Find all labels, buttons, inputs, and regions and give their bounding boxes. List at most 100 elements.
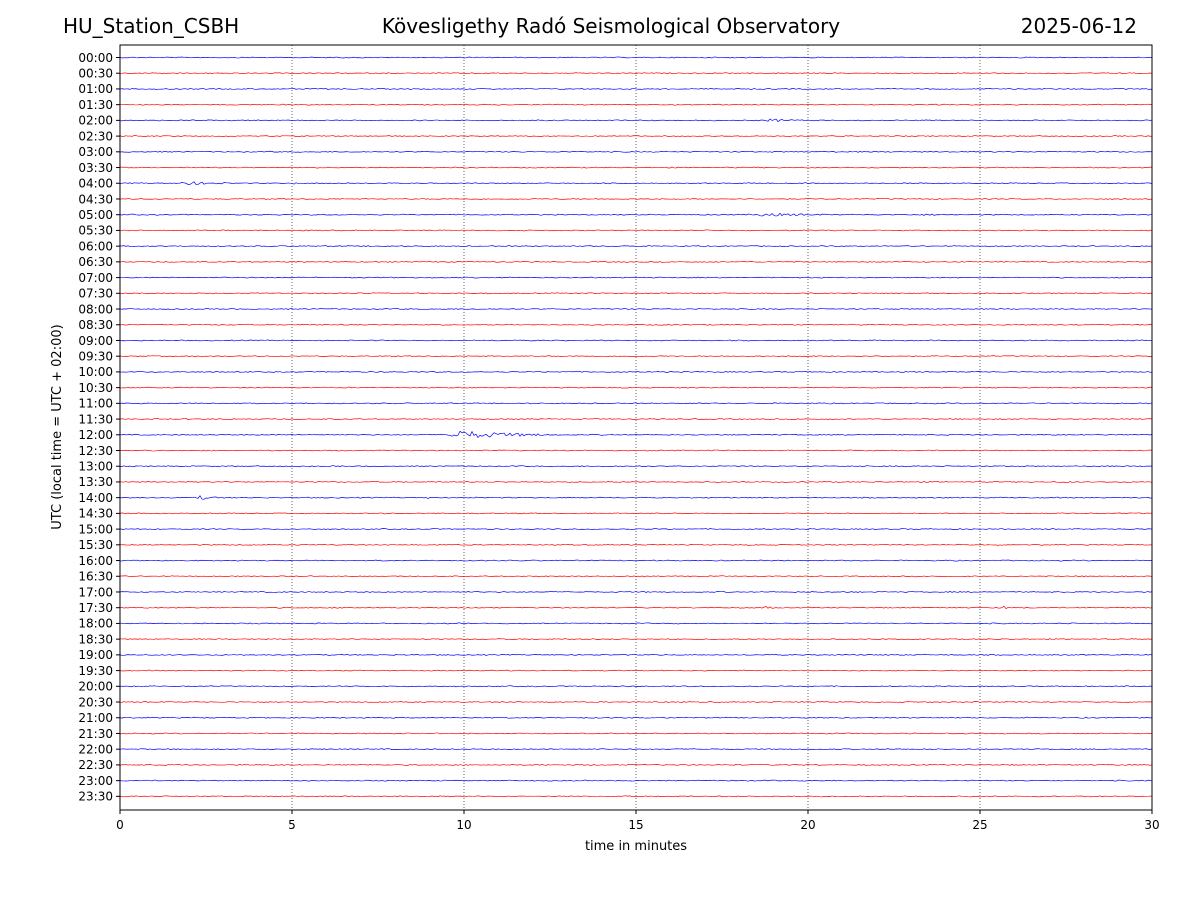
trace-0300 [119,150,1153,153]
y-tick-label: 00:00 [78,51,113,65]
y-tick-label: 13:30 [78,475,113,489]
y-tick-label: 22:30 [78,758,113,772]
trace-1630 [119,575,1153,578]
y-tick-label: 09:00 [78,334,113,348]
y-tick-label: 06:00 [78,239,113,253]
trace-1330 [119,481,1153,483]
y-tick-label: 10:00 [78,365,113,379]
trace-0000 [119,56,1153,59]
y-tick-label: 23:00 [78,774,113,788]
y-tick-label: 15:00 [78,522,113,536]
trace-2100 [119,716,1153,719]
y-tick-label: 00:30 [78,67,113,81]
y-tick-label: 05:30 [78,224,113,238]
grid-lines [291,45,981,810]
trace-1100 [119,402,1153,405]
trace-0030 [119,72,1153,75]
trace-2300 [119,779,1153,782]
y-tick-label: 17:30 [78,601,113,615]
y-tick-label: 16:00 [78,554,113,568]
trace-1130 [119,418,1153,420]
y-tick-label: 14:00 [78,491,113,505]
y-tick-label: 07:30 [78,287,113,301]
y-tick-label: 04:00 [78,177,113,191]
trace-1700 [119,591,1153,593]
trace-0700 [119,276,1153,279]
y-tick-label: 05:00 [78,208,113,222]
trace-0730 [119,292,1153,295]
trace-1030 [119,386,1153,389]
y-tick-label: 06:30 [78,255,113,269]
y-tick-label: 11:00 [78,397,113,411]
y-tick-label: 01:00 [78,82,113,96]
trace-1230 [119,449,1153,452]
trace-2000 [119,685,1153,688]
y-tick-label: 02:00 [78,114,113,128]
x-tick-label: 10 [456,818,471,832]
y-tick-label: 01:30 [78,98,113,112]
y-tick-label: 19:30 [78,664,113,678]
y-tick-label: 22:00 [78,742,113,756]
y-tick-label: 21:30 [78,727,113,741]
x-tick-label: 5 [288,818,296,832]
trace-1000 [119,370,1153,373]
trace-2130 [119,732,1153,735]
trace-2200 [119,748,1153,751]
y-tick-label: 09:30 [78,349,113,363]
trace-0830 [119,323,1153,326]
y-tick-label: 14:30 [78,507,113,521]
y-tick-label: 12:30 [78,444,113,458]
trace-1900 [119,653,1153,656]
y-tick-label: 10:30 [78,381,113,395]
y-tick-label: 23:30 [78,790,113,804]
trace-1930 [119,669,1153,672]
trace-0130 [119,103,1153,106]
trace-1300 [119,465,1153,468]
x-tick-label: 15 [628,818,643,832]
trace-1500 [119,528,1153,531]
chart-title: Kövesligethy Radó Seismological Observat… [381,14,841,38]
trace-2230 [119,763,1153,766]
y-tick-label: 19:00 [78,648,113,662]
y-tick-label: 08:30 [78,318,113,332]
x-tick-label: 30 [1144,818,1159,832]
y-tick-label: 20:30 [78,695,113,709]
y-tick-label: 17:00 [78,585,113,599]
station-name: HU_Station_CSBH [63,14,240,38]
trace-0500 [119,212,1153,217]
trace-2330 [119,795,1153,798]
y-tick-label: 08:00 [78,302,113,316]
y-tick-label: 21:00 [78,711,113,725]
trace-0530 [119,229,1153,232]
trace-1730 [119,605,1153,610]
trace-1800 [119,622,1153,625]
x-tick-label: 20 [800,818,815,832]
seismic-traces [119,56,1153,798]
trace-0600 [119,245,1153,248]
x-axis-label: time in minutes [585,839,687,854]
x-tick-label: 25 [972,818,987,832]
y-tick-label: 03:00 [78,145,113,159]
trace-0330 [119,166,1153,169]
trace-0930 [119,355,1153,358]
trace-0400 [119,181,1153,185]
y-tick-label: 04:30 [78,192,113,206]
y-tick-label: 07:00 [78,271,113,285]
y-tick-label: 03:30 [78,161,113,175]
y-tick-label: 12:00 [78,428,113,442]
trace-1600 [119,559,1153,562]
y-tick-label: 20:00 [78,680,113,694]
x-axis-ticks: 0 5 10 15 20 25 30 [116,810,1160,832]
trace-2030 [119,701,1153,703]
y-tick-label: 13:00 [78,460,113,474]
trace-1830 [119,638,1153,641]
y-tick-label: 02:30 [78,129,113,143]
trace-1530 [119,543,1153,546]
trace-0200 [119,118,1153,123]
trace-1400 [119,495,1153,500]
y-tick-label: 18:00 [78,617,113,631]
trace-0630 [119,260,1153,263]
trace-0230 [119,135,1153,138]
